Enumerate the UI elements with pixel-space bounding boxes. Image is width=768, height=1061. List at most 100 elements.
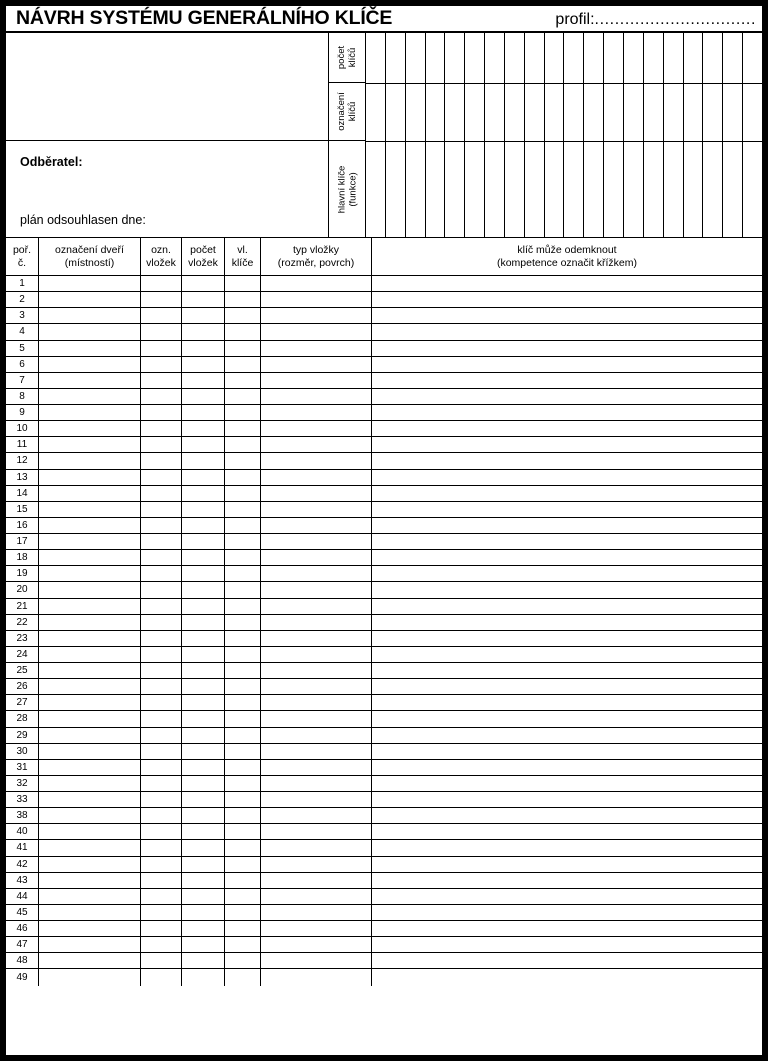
door-label-cell[interactable] [39, 953, 141, 969]
cylinder-type-cell[interactable] [261, 372, 372, 388]
table-row[interactable]: 26 [6, 679, 762, 696]
own-key-cell[interactable] [225, 904, 261, 920]
cylinder-type-cell[interactable] [261, 759, 372, 775]
cylinder-mark-cell[interactable] [141, 695, 182, 711]
cylinder-count-cell[interactable] [182, 550, 225, 566]
table-row[interactable]: 20 [6, 582, 762, 599]
cylinder-count-cell[interactable] [182, 711, 225, 727]
cylinder-type-cell[interactable] [261, 614, 372, 630]
own-key-cell[interactable] [225, 534, 261, 550]
upper-key-column[interactable] [644, 33, 664, 237]
cylinder-count-cell[interactable] [182, 356, 225, 372]
cylinder-mark-cell[interactable] [141, 276, 182, 292]
cylinder-count-cell[interactable] [182, 824, 225, 840]
door-label-cell[interactable] [39, 469, 141, 485]
cylinder-count-cell[interactable] [182, 469, 225, 485]
table-row[interactable]: 13 [6, 469, 762, 486]
upper-key-column[interactable] [604, 33, 624, 237]
cylinder-type-cell[interactable] [261, 292, 372, 308]
own-key-cell[interactable] [225, 679, 261, 695]
cylinder-count-cell[interactable] [182, 646, 225, 662]
cylinder-count-cell[interactable] [182, 405, 225, 421]
door-label-cell[interactable] [39, 340, 141, 356]
upper-key-column[interactable] [366, 33, 386, 237]
cylinder-count-cell[interactable] [182, 792, 225, 808]
cylinder-count-cell[interactable] [182, 421, 225, 437]
cylinder-type-cell[interactable] [261, 824, 372, 840]
cylinder-mark-cell[interactable] [141, 679, 182, 695]
cylinder-mark-cell[interactable] [141, 953, 182, 969]
cylinder-type-cell[interactable] [261, 872, 372, 888]
cylinder-type-cell[interactable] [261, 582, 372, 598]
own-key-cell[interactable] [225, 372, 261, 388]
cylinder-count-cell[interactable] [182, 598, 225, 614]
upper-key-column[interactable] [584, 33, 605, 237]
table-row[interactable]: 24 [6, 646, 762, 663]
cylinder-mark-cell[interactable] [141, 646, 182, 662]
own-key-cell[interactable] [225, 598, 261, 614]
own-key-cell[interactable] [225, 824, 261, 840]
cylinder-type-cell[interactable] [261, 792, 372, 808]
own-key-cell[interactable] [225, 582, 261, 598]
cylinder-type-cell[interactable] [261, 469, 372, 485]
cylinder-type-cell[interactable] [261, 646, 372, 662]
upper-key-column[interactable] [465, 33, 486, 237]
cylinder-mark-cell[interactable] [141, 759, 182, 775]
table-row[interactable]: 33 [6, 792, 762, 809]
cylinder-mark-cell[interactable] [141, 824, 182, 840]
cylinder-type-cell[interactable] [261, 356, 372, 372]
cylinder-count-cell[interactable] [182, 534, 225, 550]
door-label-cell[interactable] [39, 517, 141, 533]
own-key-cell[interactable] [225, 421, 261, 437]
cylinder-mark-cell[interactable] [141, 775, 182, 791]
cylinder-type-cell[interactable] [261, 856, 372, 872]
cylinder-mark-cell[interactable] [141, 324, 182, 340]
cylinder-mark-cell[interactable] [141, 921, 182, 937]
cylinder-count-cell[interactable] [182, 614, 225, 630]
cylinder-mark-cell[interactable] [141, 663, 182, 679]
cylinder-count-cell[interactable] [182, 953, 225, 969]
upper-key-column[interactable] [406, 33, 426, 237]
cylinder-count-cell[interactable] [182, 727, 225, 743]
cylinder-mark-cell[interactable] [141, 372, 182, 388]
upper-key-column[interactable] [743, 33, 762, 237]
own-key-cell[interactable] [225, 550, 261, 566]
cylinder-mark-cell[interactable] [141, 888, 182, 904]
cylinder-count-cell[interactable] [182, 969, 225, 986]
door-label-cell[interactable] [39, 759, 141, 775]
cylinder-type-cell[interactable] [261, 598, 372, 614]
own-key-cell[interactable] [225, 485, 261, 501]
cylinder-type-cell[interactable] [261, 888, 372, 904]
cylinder-type-cell[interactable] [261, 663, 372, 679]
cylinder-mark-cell[interactable] [141, 711, 182, 727]
table-row[interactable]: 17 [6, 534, 762, 551]
door-label-cell[interactable] [39, 808, 141, 824]
cylinder-type-cell[interactable] [261, 276, 372, 292]
cylinder-mark-cell[interactable] [141, 388, 182, 404]
door-label-cell[interactable] [39, 437, 141, 453]
own-key-cell[interactable] [225, 808, 261, 824]
door-label-cell[interactable] [39, 743, 141, 759]
own-key-cell[interactable] [225, 292, 261, 308]
door-label-cell[interactable] [39, 614, 141, 630]
upper-key-column[interactable] [703, 33, 724, 237]
cylinder-mark-cell[interactable] [141, 517, 182, 533]
table-row[interactable]: 21 [6, 598, 762, 615]
cylinder-count-cell[interactable] [182, 872, 225, 888]
own-key-cell[interactable] [225, 630, 261, 646]
table-row[interactable]: 38 [6, 808, 762, 825]
own-key-cell[interactable] [225, 727, 261, 743]
cylinder-count-cell[interactable] [182, 453, 225, 469]
own-key-cell[interactable] [225, 921, 261, 937]
cylinder-mark-cell[interactable] [141, 872, 182, 888]
door-label-cell[interactable] [39, 711, 141, 727]
door-label-cell[interactable] [39, 405, 141, 421]
cylinder-type-cell[interactable] [261, 743, 372, 759]
door-label-cell[interactable] [39, 388, 141, 404]
door-label-cell[interactable] [39, 501, 141, 517]
door-label-cell[interactable] [39, 421, 141, 437]
upper-key-column[interactable] [505, 33, 525, 237]
cylinder-type-cell[interactable] [261, 937, 372, 953]
upper-key-column[interactable] [426, 33, 446, 237]
cylinder-mark-cell[interactable] [141, 308, 182, 324]
